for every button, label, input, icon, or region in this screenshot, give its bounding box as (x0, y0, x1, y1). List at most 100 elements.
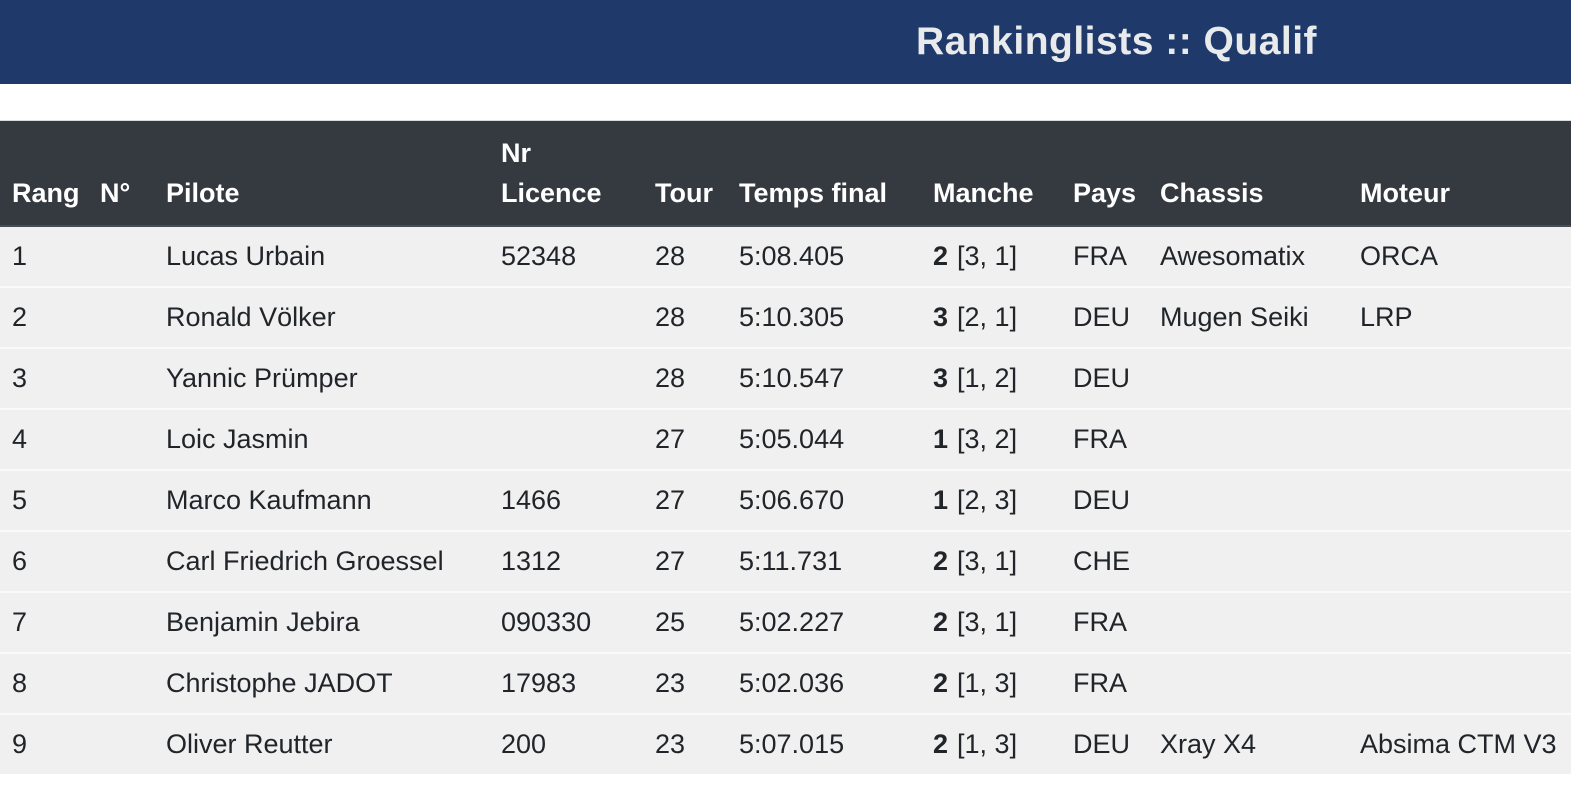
pays-code: DEU (1073, 485, 1131, 515)
column-label: Chassis (1160, 178, 1264, 208)
table-row: 2 Ronald Völker 28 5:10.305 3 [2, 1] DEU … (0, 286, 1571, 348)
cell-temps-final: 5:02.227 (727, 591, 921, 653)
cell-tour: 23 (643, 652, 727, 714)
table-row: 7 Benjamin Jebira 090330 25 5:02.227 2 [3… (0, 591, 1571, 653)
cell-tour: 25 (643, 591, 727, 653)
cell-nr-licence: 090330 (489, 591, 643, 653)
table-row: 8 Christophe JADOT 17983 23 5:02.036 2 [1… (0, 652, 1571, 714)
temps-final-value: 5:06.670 (739, 485, 845, 515)
cell-manche: 2 [1, 3] (921, 713, 1061, 774)
cell-manche: 3 [2, 1] (921, 286, 1061, 348)
moteur-value: ORCA (1360, 241, 1439, 271)
cell-rang: 9 (0, 713, 88, 774)
pilote-name: Loic Jasmin (166, 424, 309, 454)
tour-value: 28 (655, 363, 686, 393)
column-header-chassis: Chassis (1148, 120, 1348, 227)
cell-manche: 2 [1, 3] (921, 652, 1061, 714)
cell-tour: 28 (643, 225, 727, 287)
cell-numero (88, 347, 154, 409)
cell-rang: 3 (0, 347, 88, 409)
table-row: 4 Loic Jasmin 27 5:05.044 1 [3, 2] FRA (0, 408, 1571, 470)
column-header-moteur: Moteur (1348, 120, 1571, 227)
cell-manche: 1 [3, 2] (921, 408, 1061, 470)
cell-pays: FRA (1061, 225, 1148, 287)
cell-chassis: Xray X4 (1148, 713, 1348, 774)
pays-code: DEU (1073, 363, 1131, 393)
cell-nr-licence: 1312 (489, 530, 643, 592)
rang-value: 4 (12, 424, 28, 454)
cell-tour: 23 (643, 713, 727, 774)
manche-best-value: 1 (933, 424, 949, 454)
column-label: Moteur (1360, 178, 1450, 208)
tour-value: 27 (655, 424, 686, 454)
cell-chassis (1148, 347, 1348, 409)
cell-pays: DEU (1061, 347, 1148, 409)
temps-final-value: 5:10.547 (739, 363, 845, 393)
cell-moteur (1348, 591, 1571, 653)
cell-moteur: Absima CTM V3 (1348, 713, 1571, 774)
cell-numero (88, 530, 154, 592)
licence-value: 52348 (501, 241, 577, 271)
licence-value: 090330 (501, 607, 592, 637)
column-header-nr-licence: Nr Licence (489, 120, 643, 227)
pays-code: FRA (1073, 424, 1127, 454)
cell-moteur: LRP (1348, 286, 1571, 348)
pilote-name: Oliver Reutter (166, 729, 333, 759)
cell-manche: 1 [2, 3] (921, 469, 1061, 531)
column-header-manche: Manche (921, 120, 1061, 227)
cell-rang: 5 (0, 469, 88, 531)
cell-pilote: Benjamin Jebira (154, 591, 489, 653)
tour-value: 27 (655, 485, 686, 515)
cell-rang: 7 (0, 591, 88, 653)
column-label-line2: Licence (501, 178, 602, 208)
cell-tour: 28 (643, 286, 727, 348)
cell-chassis: Mugen Seiki (1148, 286, 1348, 348)
tour-value: 25 (655, 607, 686, 637)
cell-pilote: Loic Jasmin (154, 408, 489, 470)
cell-moteur (1348, 530, 1571, 592)
licence-value: 17983 (501, 668, 577, 698)
tour-value: 28 (655, 241, 686, 271)
column-label: Temps final (739, 178, 888, 208)
column-header-rang: Rang (0, 120, 88, 227)
temps-final-value: 5:05.044 (739, 424, 845, 454)
column-label: Manche (933, 178, 1034, 208)
rang-value: 5 (12, 485, 28, 515)
cell-numero (88, 225, 154, 287)
cell-rang: 8 (0, 652, 88, 714)
pays-code: CHE (1073, 546, 1131, 576)
cell-pilote: Ronald Völker (154, 286, 489, 348)
cell-pays: DEU (1061, 286, 1148, 348)
manche-detail-value: [2, 1] (957, 302, 1018, 332)
cell-pilote: Carl Friedrich Groessel (154, 530, 489, 592)
cell-chassis (1148, 408, 1348, 470)
column-label: Pilote (166, 178, 240, 208)
rang-value: 1 (12, 241, 28, 271)
rang-value: 8 (12, 668, 28, 698)
cell-numero (88, 286, 154, 348)
cell-tour: 27 (643, 408, 727, 470)
column-label-line1: Nr (501, 138, 532, 168)
manche-best-value: 3 (933, 363, 949, 393)
manche-best-value: 2 (933, 607, 949, 637)
pilote-name: Ronald Völker (166, 302, 336, 332)
tour-value: 27 (655, 546, 686, 576)
cell-pilote: Oliver Reutter (154, 713, 489, 774)
manche-detail-value: [1, 2] (957, 363, 1018, 393)
chassis-value: Mugen Seiki (1160, 302, 1309, 332)
cell-temps-final: 5:10.547 (727, 347, 921, 409)
pays-code: FRA (1073, 607, 1127, 637)
temps-final-value: 5:02.227 (739, 607, 845, 637)
column-label: N° (100, 178, 131, 208)
cell-numero (88, 469, 154, 531)
column-header-tour: Tour (643, 120, 727, 227)
rang-value: 9 (12, 729, 28, 759)
cell-numero (88, 652, 154, 714)
cell-chassis (1148, 652, 1348, 714)
page-header: Rankinglists :: Qualif (0, 0, 1571, 84)
manche-best-value: 2 (933, 241, 949, 271)
column-header-pays: Pays (1061, 120, 1148, 227)
cell-pays: DEU (1061, 469, 1148, 531)
manche-best-value: 1 (933, 485, 949, 515)
cell-manche: 3 [1, 2] (921, 347, 1061, 409)
